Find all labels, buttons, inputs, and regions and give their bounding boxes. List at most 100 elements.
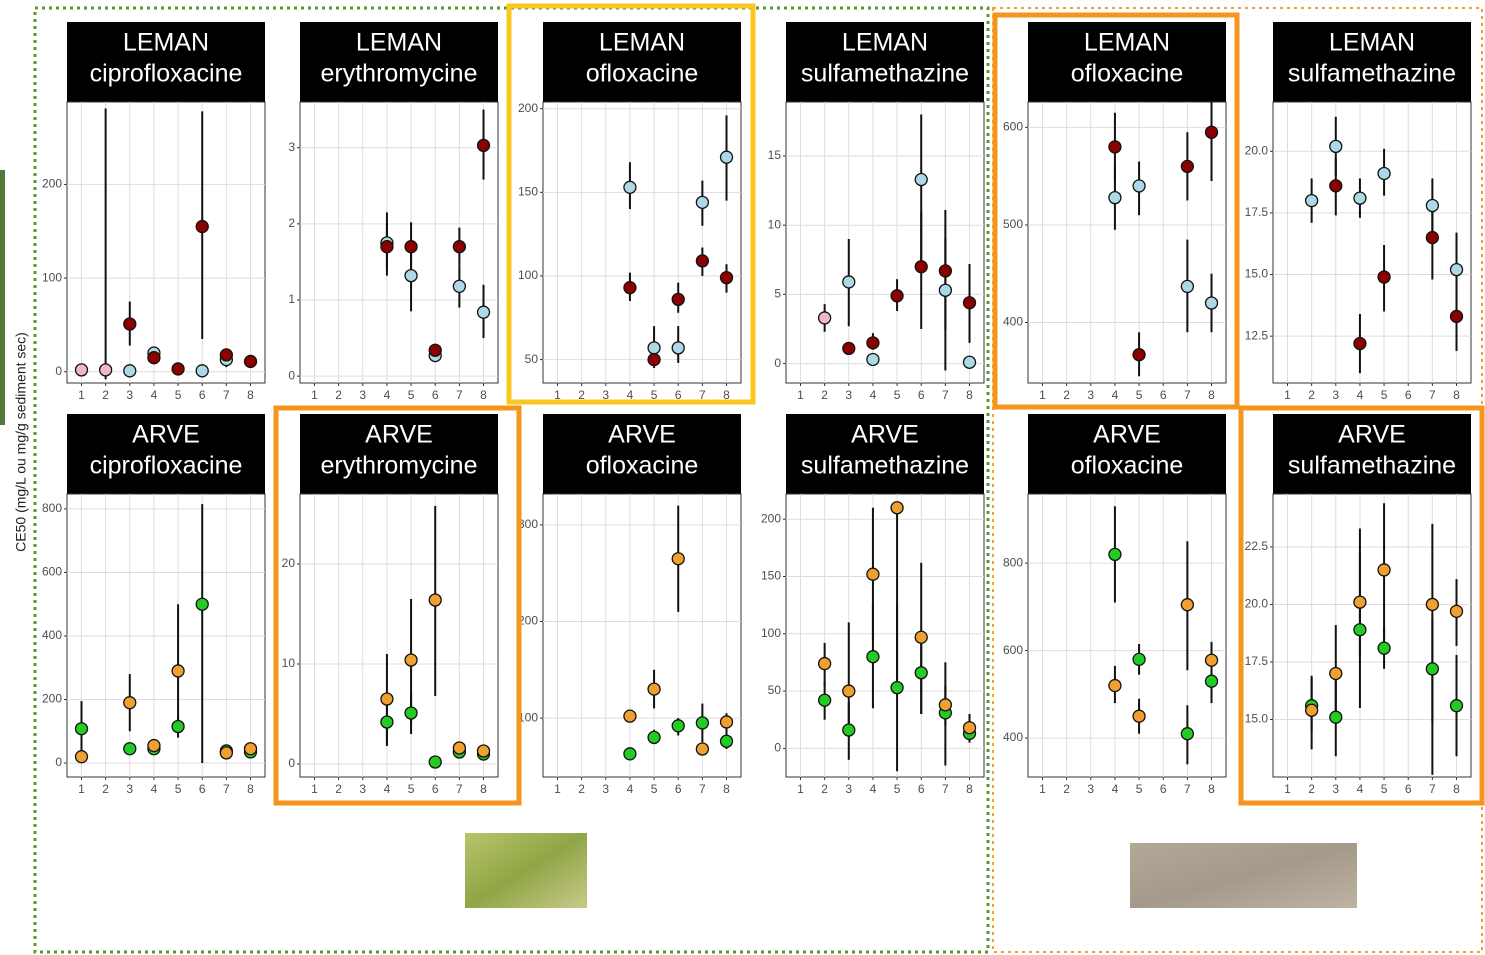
strip-title: LEMAN [599,29,685,57]
x-tick-label: 3 [359,782,366,796]
point [1181,280,1193,292]
x-tick-label: 7 [223,782,230,796]
x-tick-label: 1 [554,782,561,796]
point [381,693,393,705]
x-tick-label: 2 [102,782,109,796]
point [696,255,708,267]
point [1206,654,1218,666]
x-tick-label: 8 [966,782,973,796]
point [915,174,927,186]
x-tick-label: 6 [199,782,206,796]
x-tick-label: 8 [1208,782,1215,796]
y-tick-label: 17.5 [1245,205,1269,219]
x-tick-label: 5 [175,782,182,796]
x-tick-label: 6 [918,782,925,796]
y-tick-label: 3 [288,140,295,154]
x-tick-label: 6 [918,388,925,402]
strip-title: ARVE [851,421,919,449]
y-tick-label: 5 [774,287,781,301]
strip-title: ofloxacine [1071,452,1184,480]
point [1109,141,1121,153]
y-tick-label: 10 [768,217,782,231]
strip-title: LEMAN [842,29,928,57]
point [478,745,490,757]
point [819,312,831,324]
y-tick-label: 200 [518,101,538,115]
y-tick-label: 200 [761,511,781,525]
point [939,284,951,296]
x-tick-label: 6 [199,388,206,402]
point [196,221,208,233]
point [1378,271,1390,283]
y-tick-label: 10 [282,656,296,670]
point [1330,180,1342,192]
plot-area [1028,494,1226,777]
point [1109,548,1121,560]
x-tick-label: 1 [311,388,318,402]
x-tick-label: 4 [870,782,877,796]
x-tick-label: 8 [1208,388,1215,402]
point [429,594,441,606]
x-tick-label: 6 [1405,782,1412,796]
point [196,365,208,377]
point [172,363,184,375]
strip-title: sulfamethazine [1288,60,1456,88]
point [124,697,136,709]
panel: ARVEerythromycine0102012345678 [282,414,498,796]
x-tick-label: 7 [699,782,706,796]
x-tick-label: 2 [335,388,342,402]
x-tick-label: 2 [102,388,109,402]
x-tick-label: 8 [480,388,487,402]
point [75,364,87,376]
y-tick-label: 0 [774,741,781,755]
y-tick-label: 2 [288,216,295,230]
y-tick-label: 500 [1003,217,1023,231]
point [1206,126,1218,138]
x-tick-label: 6 [432,388,439,402]
plot-area [786,494,984,777]
x-tick-label: 2 [1308,782,1315,796]
strip-title: sulfamethazine [801,452,969,480]
point [405,241,417,253]
point [100,364,112,376]
point [1378,564,1390,576]
x-tick-label: 8 [247,782,254,796]
strip-title: sulfamethazine [801,60,969,88]
y-tick-label: 22.5 [1245,539,1269,553]
x-tick-label: 7 [456,388,463,402]
point [648,342,660,354]
point [672,342,684,354]
point [1206,675,1218,687]
y-tick-label: 17.5 [1245,654,1269,668]
x-tick-label: 8 [480,782,487,796]
panel: LEMANerythromycine012312345678 [288,22,498,402]
x-tick-label: 3 [126,782,133,796]
point [696,196,708,208]
point [964,722,976,734]
point [624,710,636,722]
y-axis-label: CE50 (mg/L ou mg/g sediment sec) [13,332,29,552]
point [721,151,733,163]
point [478,139,490,151]
point [1426,232,1438,244]
y-tick-label: 15.0 [1245,712,1269,726]
point [891,290,903,302]
point [891,502,903,514]
point [915,631,927,643]
x-tick-label: 4 [384,782,391,796]
x-tick-label: 4 [1357,782,1364,796]
y-tick-label: 0 [55,755,62,769]
strip-title: LEMAN [1329,29,1415,57]
strip-title: ofloxacine [1071,60,1184,88]
point [867,651,879,663]
x-tick-label: 2 [1063,782,1070,796]
point [964,356,976,368]
x-tick-label: 1 [1039,782,1046,796]
y-tick-label: 0 [288,756,295,770]
x-tick-label: 7 [1184,388,1191,402]
y-tick-label: 600 [1003,120,1023,134]
x-tick-label: 5 [408,388,415,402]
point [381,716,393,728]
point [1109,192,1121,204]
y-tick-label: 12.5 [1245,328,1269,342]
